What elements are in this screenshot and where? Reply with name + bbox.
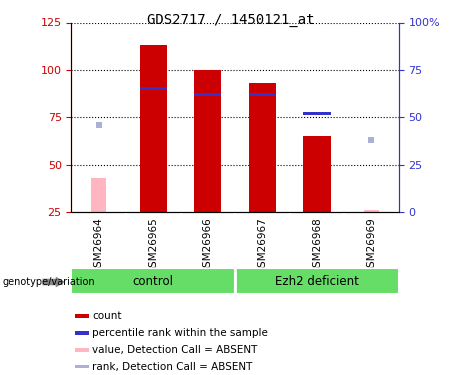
Bar: [249, 83, 276, 212]
Bar: [140, 45, 167, 212]
Bar: [364, 210, 379, 212]
Bar: [235, 268, 399, 294]
Bar: [75, 348, 89, 351]
Bar: [91, 178, 106, 212]
Text: genotype/variation: genotype/variation: [2, 277, 95, 287]
Text: percentile rank within the sample: percentile rank within the sample: [92, 328, 268, 338]
Text: GDS2717 / 1450121_at: GDS2717 / 1450121_at: [147, 13, 314, 27]
Text: GSM26967: GSM26967: [257, 217, 267, 274]
Bar: [75, 331, 89, 334]
Bar: [75, 314, 89, 318]
Text: GSM26968: GSM26968: [312, 217, 322, 274]
FancyArrow shape: [42, 277, 65, 287]
Text: Ezh2 deficient: Ezh2 deficient: [275, 275, 359, 288]
Bar: [249, 93, 276, 96]
Bar: [75, 364, 89, 368]
Text: GSM26965: GSM26965: [148, 217, 158, 274]
Bar: [71, 268, 235, 294]
Text: rank, Detection Call = ABSENT: rank, Detection Call = ABSENT: [92, 362, 253, 372]
Bar: [303, 136, 331, 212]
Text: GSM26964: GSM26964: [94, 217, 104, 274]
Bar: [194, 93, 221, 96]
Text: value, Detection Call = ABSENT: value, Detection Call = ABSENT: [92, 345, 258, 355]
Bar: [303, 112, 331, 115]
Text: control: control: [133, 275, 174, 288]
Bar: [194, 70, 221, 212]
Text: GSM26969: GSM26969: [366, 217, 377, 274]
Text: count: count: [92, 311, 122, 321]
Text: GSM26966: GSM26966: [203, 217, 213, 274]
Bar: [140, 87, 167, 90]
